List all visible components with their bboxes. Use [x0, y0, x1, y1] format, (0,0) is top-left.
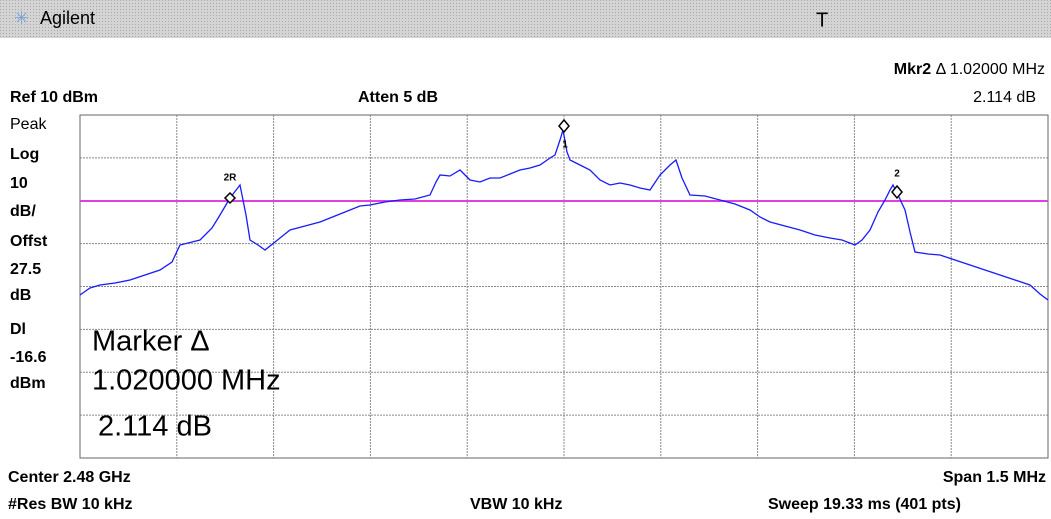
- center-frequency: Center 2.48 GHz: [8, 469, 131, 486]
- graticule: [79, 114, 1049, 459]
- video-bandwidth: VBW 10 kHz: [470, 496, 562, 513]
- panel-label: dBm: [10, 375, 46, 392]
- logo: ✳: [14, 8, 29, 28]
- marker-name: Mkr2: [894, 61, 931, 78]
- overlay-amplitude: 2.114 dB: [98, 411, 212, 443]
- ref-level: Ref 10 dBm: [10, 89, 98, 106]
- trace: [79, 129, 1049, 301]
- span: Span 1.5 MHz: [943, 469, 1046, 486]
- overlay-title: Marker Δ: [92, 326, 210, 358]
- marker-label: 2R: [224, 173, 238, 184]
- marker-diamonds: [223, 118, 903, 205]
- panel-label: Peak: [10, 116, 47, 133]
- panel-label: dB/: [10, 203, 36, 220]
- panel-label: Offst: [10, 233, 48, 250]
- panel-label: 10: [10, 175, 28, 192]
- marker-readout: Mkr2 Δ 1.02000 MHz: [894, 61, 1045, 78]
- marker-value: Δ 1.02000 MHz: [936, 61, 1045, 78]
- left-panel: Peak Log 10 dB/Offst 27.5 dB Dl -16.6 dBm: [10, 116, 48, 392]
- marker-amplitude: 2.114 dB: [973, 89, 1036, 106]
- panel-label: 27.5: [10, 261, 41, 278]
- panel-label: Dl: [10, 321, 26, 338]
- marker-diamond: [223, 191, 237, 205]
- resolution-bandwidth: #Res BW 10 kHz: [8, 496, 133, 513]
- sweep: Sweep 19.33 ms (401 pts): [768, 496, 961, 513]
- title-bar: [0, 0, 1051, 38]
- panel-label: dB: [10, 287, 31, 304]
- marker-label: 2: [894, 169, 900, 180]
- marker-diamond: [558, 118, 570, 134]
- marker-diamond: [891, 184, 903, 200]
- panel-label: Log: [10, 146, 39, 163]
- marker-label: 1: [562, 140, 568, 151]
- attenuation: Atten 5 dB: [358, 89, 438, 106]
- overlay-frequency: 1.020000 MHz: [92, 365, 281, 397]
- flag: T: [816, 9, 828, 31]
- brand: Agilent: [40, 8, 95, 28]
- panel-label: -16.6: [10, 349, 47, 366]
